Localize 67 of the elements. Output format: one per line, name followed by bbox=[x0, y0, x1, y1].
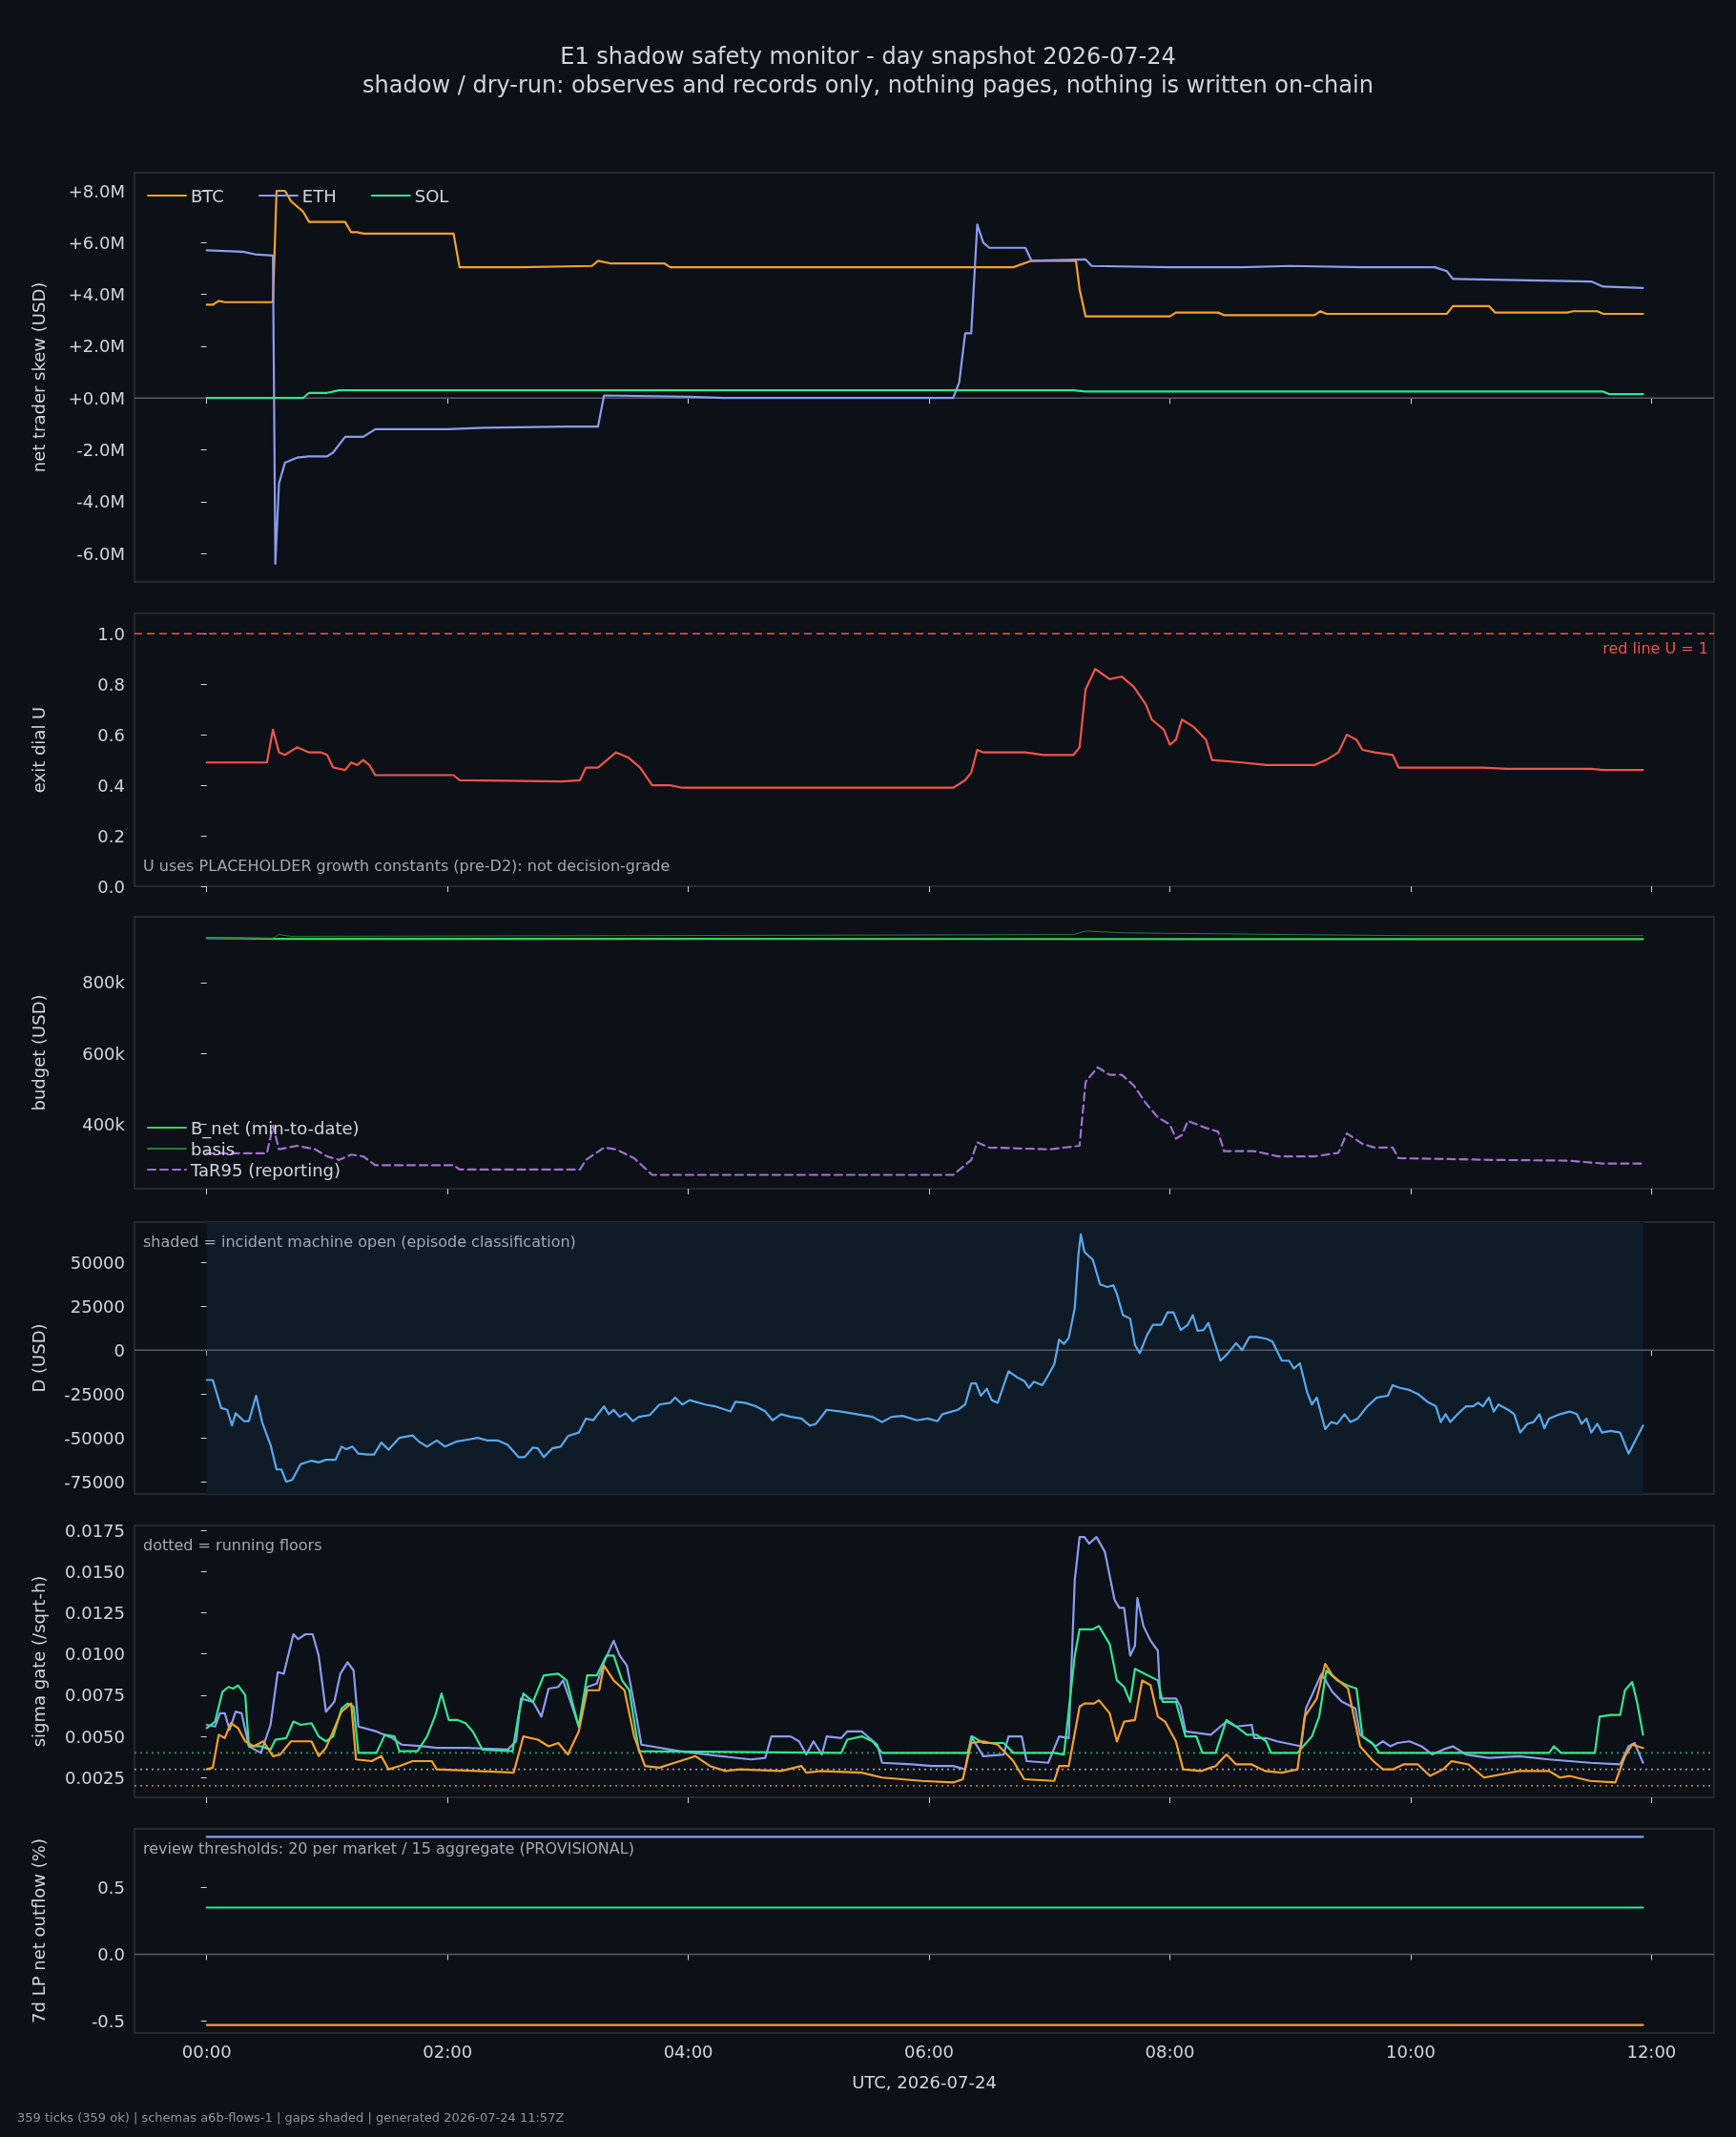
y-tick-label: 0.0 bbox=[97, 876, 125, 897]
y-tick-label: 0.5 bbox=[97, 1878, 125, 1898]
line-series bbox=[205, 668, 1644, 789]
legend-label: BTC bbox=[191, 185, 224, 206]
y-axis-title: exit dial U bbox=[28, 706, 49, 794]
text: 359 ticks (359 ok) | schemas a6b-flows-1 | gaps shaded | generated 2026-07-24 11:57Z bbox=[17, 2110, 565, 2125]
y-tick-label: +6.0M bbox=[68, 232, 125, 253]
y-tick-label: 0.0100 bbox=[65, 1644, 125, 1665]
y-tick-label: 50000 bbox=[70, 1252, 125, 1273]
y-axis-title: D (USD) bbox=[28, 1323, 49, 1393]
x-tick-label: 12:00 bbox=[1626, 2041, 1677, 2062]
y-tick-label: -75000 bbox=[64, 1471, 125, 1492]
line-series bbox=[205, 1662, 1644, 1784]
y-tick-label: 1.0 bbox=[97, 623, 125, 644]
legend-label: B_net (min-to-date) bbox=[191, 1117, 360, 1139]
legend-label: basis bbox=[191, 1138, 236, 1159]
y-tick-label: 0.6 bbox=[97, 724, 125, 745]
ref-line-label: red line U = 1 bbox=[1602, 638, 1708, 657]
chart-subtitle: shadow / dry-run: observes and records only, nothing pages, nothing is written on-chain bbox=[362, 72, 1374, 98]
y-tick-label: 0.8 bbox=[97, 674, 125, 695]
x-axis-title: UTC, 2026-07-24 bbox=[852, 2071, 997, 2092]
y-tick-label: 0.0025 bbox=[65, 1767, 125, 1788]
x-tick-label: 02:00 bbox=[423, 2041, 473, 2062]
y-tick-label: 800k bbox=[82, 972, 126, 993]
y-tick-label: 0.0075 bbox=[65, 1685, 125, 1706]
y-axis-title: budget (USD) bbox=[28, 994, 49, 1111]
y-tick-label: 0.2 bbox=[97, 825, 125, 846]
x-tick-label: 08:00 bbox=[1145, 2041, 1195, 2062]
y-tick-label: +4.0M bbox=[68, 284, 125, 305]
y-axis-title: sigma gate (/sqrt-h) bbox=[28, 1575, 49, 1748]
y-tick-label: 0.0125 bbox=[65, 1603, 125, 1624]
y-tick-label: -25000 bbox=[64, 1383, 125, 1404]
y-tick-label: 400k bbox=[82, 1114, 126, 1135]
y-tick-label: -2.0M bbox=[76, 440, 125, 461]
annotation: dotted = running floors bbox=[143, 1535, 322, 1554]
line-series bbox=[205, 223, 1644, 566]
y-tick-label: -0.5 bbox=[91, 2010, 125, 2031]
y-tick-label: 0.0150 bbox=[65, 1561, 125, 1582]
y-tick-label: 600k bbox=[82, 1043, 126, 1064]
y-tick-label: 0 bbox=[114, 1339, 125, 1360]
y-axis-title: net trader skew (USD) bbox=[28, 281, 49, 473]
y-tick-label: +2.0M bbox=[68, 336, 125, 357]
y-tick-label: 0.4 bbox=[97, 775, 125, 796]
x-tick-label: 06:00 bbox=[904, 2041, 954, 2062]
x-tick-label: 10:00 bbox=[1385, 2041, 1436, 2062]
chart-title: E1 shadow safety monitor - day snapshot 2026-07-24 bbox=[560, 43, 1176, 70]
line-series bbox=[205, 388, 1644, 400]
x-tick-label: 00:00 bbox=[181, 2041, 232, 2062]
y-tick-label: -4.0M bbox=[76, 491, 125, 512]
line-series bbox=[205, 1625, 1644, 1756]
y-tick-label: +8.0M bbox=[68, 180, 125, 201]
x-tick-label: 04:00 bbox=[663, 2041, 713, 2062]
y-tick-label: 0.0175 bbox=[65, 1520, 125, 1541]
legend-label: ETH bbox=[301, 185, 337, 206]
annotation: U uses PLACEHOLDER growth constants (pre-D2): not decision-grade bbox=[143, 856, 671, 875]
y-tick-label: -50000 bbox=[64, 1427, 125, 1448]
y-tick-label: 0.0050 bbox=[65, 1726, 125, 1747]
y-tick-label: 0.0 bbox=[97, 1943, 125, 1964]
y-axis-title: 7d LP net outflow (%) bbox=[28, 1838, 49, 2023]
y-tick-label: 25000 bbox=[70, 1296, 125, 1317]
annotation: shaded = incident machine open (episode classification) bbox=[143, 1232, 576, 1251]
y-tick-label: +0.0M bbox=[68, 387, 125, 408]
annotation: review thresholds: 20 per market / 15 aggregate (PROVISIONAL) bbox=[143, 1838, 634, 1857]
legend-label: TaR95 (reporting) bbox=[190, 1159, 341, 1180]
y-tick-label: -6.0M bbox=[76, 543, 125, 564]
legend-label: SOL bbox=[414, 185, 449, 206]
line-series bbox=[206, 930, 1644, 939]
